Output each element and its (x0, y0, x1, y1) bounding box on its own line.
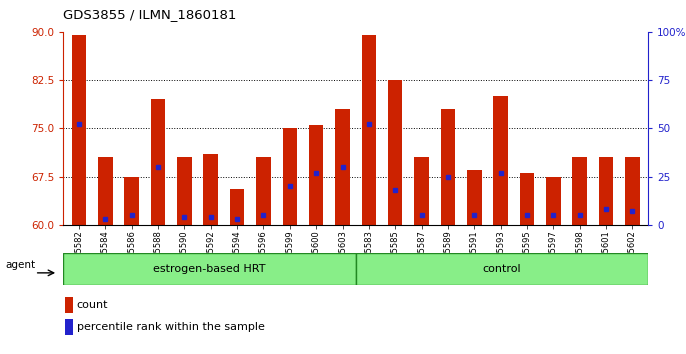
Bar (388, 80, 403, 225)
Bar (520, 173, 534, 225)
Bar (356, 253, 648, 285)
Bar (204, 154, 218, 225)
Bar (64, 297, 73, 313)
Text: control: control (483, 264, 521, 274)
Bar (151, 99, 165, 225)
Bar (71, 35, 86, 225)
Bar (283, 129, 297, 225)
Bar (98, 157, 113, 225)
Text: GDS3855 / ILMN_1860181: GDS3855 / ILMN_1860181 (63, 8, 237, 21)
Bar (493, 96, 508, 225)
Bar (177, 157, 191, 225)
Bar (230, 189, 244, 225)
Bar (256, 157, 271, 225)
Text: percentile rank within the sample: percentile rank within the sample (77, 322, 265, 332)
Bar (414, 157, 429, 225)
Bar (63, 253, 356, 285)
Bar (625, 157, 640, 225)
Bar (64, 319, 73, 335)
Bar (309, 125, 323, 225)
Bar (546, 177, 560, 225)
Text: estrogen-based HRT: estrogen-based HRT (153, 264, 265, 274)
Bar (362, 35, 376, 225)
Bar (573, 157, 587, 225)
Bar (124, 177, 139, 225)
Text: count: count (77, 300, 108, 310)
Text: agent: agent (5, 260, 35, 270)
Bar (440, 109, 456, 225)
Bar (467, 170, 482, 225)
Bar (335, 109, 350, 225)
Bar (599, 157, 613, 225)
